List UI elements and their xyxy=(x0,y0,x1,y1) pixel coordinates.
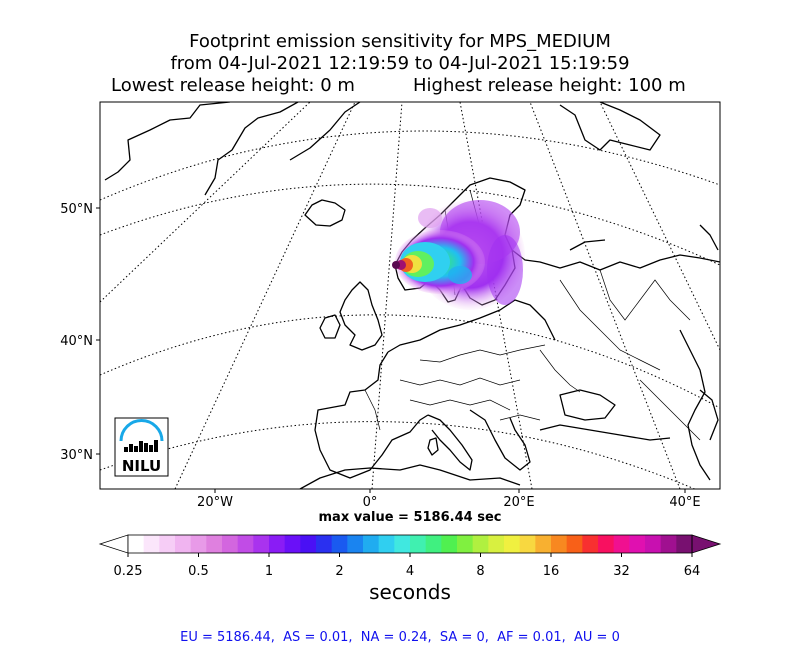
latitude-labels: 50°N 40°N 30°N xyxy=(60,202,100,463)
colorbar-tick-label: 4 xyxy=(405,564,415,579)
plot-title-line2: from 04-Jul-2021 12:19:59 to 04-Jul-2021… xyxy=(170,53,630,74)
colorbar-segment xyxy=(222,535,239,553)
country-borders xyxy=(364,189,701,441)
colorbar-extend-low xyxy=(98,534,129,554)
colorbar-tick-label: 0.25 xyxy=(113,564,143,579)
nilu-logo: NILU xyxy=(114,417,169,477)
colorbar-segment xyxy=(175,535,192,553)
colorbar-segment xyxy=(331,535,348,553)
lowest-release-height: Lowest release height: 0 m xyxy=(111,75,355,96)
colorbar-segment xyxy=(269,535,286,553)
colorbar-segment xyxy=(128,535,145,553)
nilu-logo-text: NILU xyxy=(122,457,161,475)
lat-label-50n: 50°N xyxy=(60,202,93,217)
plot-title-line1: Footprint emission sensitivity for MPS_M… xyxy=(189,31,611,52)
colorbar-segment xyxy=(190,535,207,553)
colorbar-segment xyxy=(394,535,411,553)
colorbar-segment xyxy=(253,535,270,553)
colorbar-segment xyxy=(645,535,662,553)
colorbar xyxy=(98,534,722,557)
colorbar-tick-label: 64 xyxy=(683,564,701,579)
map-frame xyxy=(99,101,721,490)
colorbar-segment xyxy=(566,535,583,553)
colorbar-segment xyxy=(410,535,427,553)
colorbar-segment xyxy=(363,535,380,553)
colorbar-segment xyxy=(143,535,160,553)
colorbar-segment xyxy=(629,535,646,553)
colorbar-tick-label: 32 xyxy=(613,564,630,579)
colorbar-segment xyxy=(472,535,489,553)
colorbar-segment xyxy=(504,535,521,553)
colorbar-segment xyxy=(378,535,395,553)
colorbar-segment xyxy=(316,535,333,553)
colorbar-segment xyxy=(676,535,693,553)
lon-label-20w: 20°W xyxy=(197,495,233,510)
colorbar-segment xyxy=(613,535,630,553)
coastlines xyxy=(104,102,720,489)
colorbar-tick-label: 2 xyxy=(335,564,344,579)
colorbar-segment xyxy=(598,535,615,553)
colorbar-tick-label: 16 xyxy=(542,564,560,579)
lon-label-0: 0° xyxy=(363,495,378,510)
colorbar-segment xyxy=(300,535,317,553)
colorbar-segment xyxy=(159,535,176,553)
colorbar-tick-label: 1 xyxy=(264,564,274,579)
colorbar-segment xyxy=(551,535,568,553)
colorbar-segment xyxy=(457,535,474,553)
lat-label-40n: 40°N xyxy=(60,334,93,349)
lat-label-30n: 30°N xyxy=(60,448,93,463)
colorbar-segment xyxy=(488,535,505,553)
colorbar-segment xyxy=(582,535,599,553)
colorbar-segment xyxy=(206,535,223,553)
max-value-label: max value = 5186.44 sec xyxy=(318,510,502,525)
colorbar-extend-high xyxy=(691,534,722,554)
colorbar-segment xyxy=(425,535,442,553)
colorbar-segment xyxy=(284,535,301,553)
colorbar-segment xyxy=(519,535,536,553)
colorbar-segment xyxy=(237,535,254,553)
colorbar-tick-label: 8 xyxy=(476,564,485,579)
lon-label-20e: 20°E xyxy=(503,495,534,510)
highest-release-height: Highest release height: 100 m xyxy=(413,75,686,96)
colorbar-segment xyxy=(535,535,552,553)
colorbar-tick-label: 0.5 xyxy=(188,564,209,579)
colorbar-segment xyxy=(660,535,677,553)
lon-label-40e: 40°E xyxy=(669,495,700,510)
footprint-plume xyxy=(392,200,525,310)
longitude-labels: 20°W 0° 20°E 40°E xyxy=(197,489,701,510)
continent-summary: EU = 5186.44, AS = 0.01, NA = 0.24, SA =… xyxy=(180,630,620,645)
colorbar-label: seconds xyxy=(369,580,451,604)
colorbar-segment xyxy=(441,535,458,553)
map-area: NILU xyxy=(100,102,720,489)
colorbar-segment xyxy=(347,535,364,553)
